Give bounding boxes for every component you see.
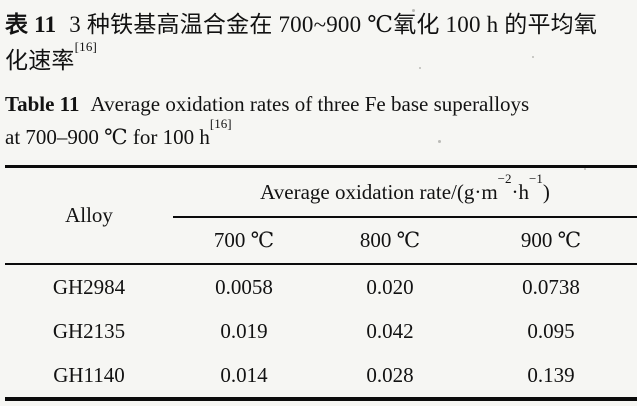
value-cell: 0.014 <box>220 362 268 387</box>
alloy-column-header: Alloy <box>5 166 173 265</box>
table-row: GH2135 0.019 0.042 0.095 <box>5 309 637 353</box>
value-cell: 0.019 <box>220 318 268 343</box>
scan-speck <box>412 9 415 12</box>
alloy-cell: GH1140 <box>53 362 125 387</box>
exponent-superscript: −2 <box>497 170 512 186</box>
caption-zh-text: 3 种铁基高温合金在 700~900 ℃氧化 100 h 的平均氧 <box>69 12 598 37</box>
temp-header-900: 900 ℃ <box>465 217 637 265</box>
scan-speck <box>532 56 534 58</box>
scan-speck <box>419 67 421 69</box>
caption-en-line2: at 700–900 ℃ for 100 h[16] <box>5 117 633 154</box>
caption-zh-line1: 表 11 3 种铁基高温合金在 700~900 ℃氧化 100 h 的平均氧 <box>5 7 633 43</box>
exponent-superscript: −1 <box>529 170 543 186</box>
value-cell: 0.020 <box>366 274 414 299</box>
caption-zh-line2: 化速率[16] <box>5 40 633 79</box>
alloy-cell: GH2135 <box>52 318 126 343</box>
value-cell: 0.139 <box>527 362 575 387</box>
value-cell: 0.0058 <box>215 274 273 299</box>
unit-text-mid: ·h <box>511 179 530 204</box>
scan-speck <box>438 140 441 143</box>
caption-zh-table-number: 表 11 <box>5 12 57 37</box>
caption-english: Table 11 Average oxidation rates of three… <box>5 88 633 154</box>
unit-group-header: Average oxidation rate/(g·m−2·h−1) <box>173 166 637 218</box>
caption-chinese: 表 11 3 种铁基高温合金在 700~900 ℃氧化 100 h 的平均氧 化速… <box>5 7 633 79</box>
temp-header-700: 700 ℃ <box>173 217 315 265</box>
value-cell: 0.028 <box>366 362 414 387</box>
oxidation-rate-table: Alloy Average oxidation rate/(g·m−2·h−1)… <box>5 165 637 401</box>
caption-en-table-number: Table 11 <box>5 92 80 116</box>
scan-speck <box>584 168 586 170</box>
table-row: GH1140 0.014 0.028 0.139 <box>5 353 637 399</box>
caption-en-text: Average oxidation rates of three Fe base… <box>90 92 530 116</box>
reference-superscript: [16] <box>74 39 98 55</box>
unit-text: Average oxidation rate/(g·m <box>260 179 498 204</box>
value-cell: 0.0738 <box>522 274 580 299</box>
unit-text-end: ) <box>542 179 550 204</box>
caption-en-line1: Table 11 Average oxidation rates of three… <box>5 88 633 121</box>
reference-superscript: [16] <box>209 116 232 131</box>
scan-speck <box>262 232 264 234</box>
alloy-cell: GH2984 <box>52 274 126 299</box>
caption-zh-text-cont: 化速率 <box>5 48 75 73</box>
temperature-header-row: 700 ℃ 800 ℃ 900 ℃ <box>5 217 637 265</box>
header-group-row: Alloy Average oxidation rate/(g·m−2·h−1) <box>5 166 637 265</box>
value-cell: 0.042 <box>366 318 414 343</box>
temp-header-800: 800 ℃ <box>315 217 465 265</box>
table-row: GH2984 0.0058 0.020 0.0738 <box>5 264 637 309</box>
caption-en-text-cont: at 700–900 ℃ for 100 h <box>5 125 210 149</box>
value-cell: 0.095 <box>527 318 575 343</box>
